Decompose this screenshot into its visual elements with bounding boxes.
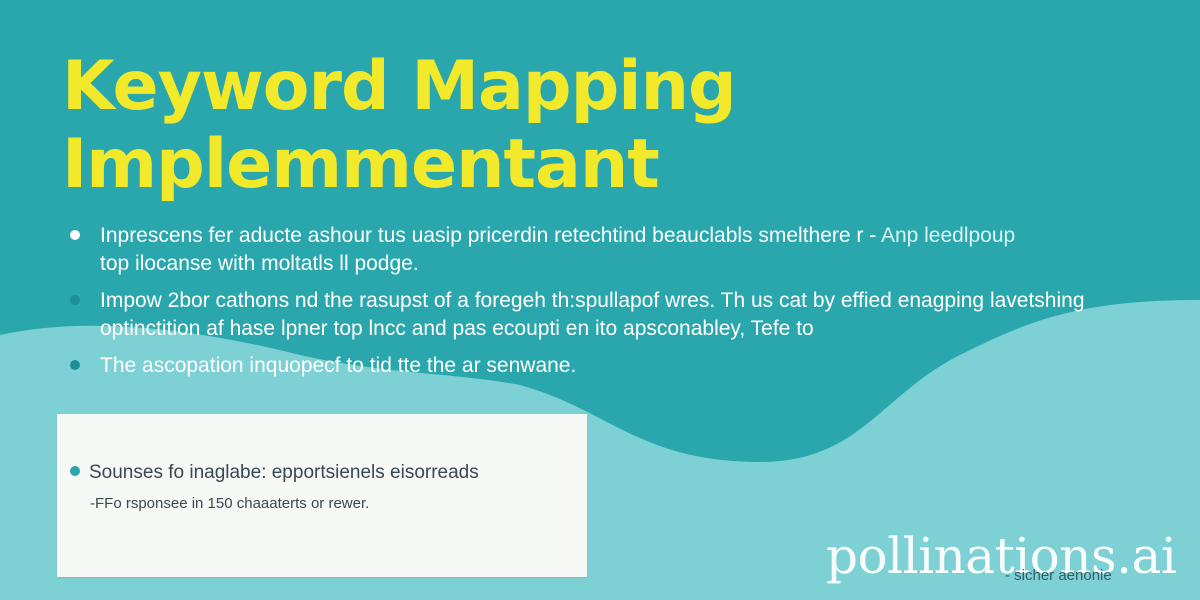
bullet-1-line-1: Inprescens fer aducte ashour tus uasip p…	[100, 222, 1080, 250]
card-bullet-dot-icon	[70, 466, 80, 476]
bullet-list: Inprescens fer aducte ashour tus uasip p…	[70, 222, 1085, 389]
bullet-1-text: Inprescens fer aducte ashour tus uasip p…	[100, 224, 877, 247]
bullet-1-line-2: top ilocanse with moltatls ll podge.	[100, 252, 419, 275]
bullet-2-line-1: Impow 2bor cathons nd the rasupst of a f…	[100, 289, 1085, 312]
card-list-item: Sounses fo inaglabe: epportsienels eisor…	[70, 462, 479, 484]
corner-note: - sicher aenonie	[1005, 567, 1112, 584]
watermark-logo: pollinations.ai	[826, 527, 1177, 585]
page-title: Keyword Mapping Implemmentant	[62, 47, 737, 204]
title-line-1: Keyword Mapping	[62, 47, 737, 126]
bullet-3-line-1: The ascopation inquopecf to tid tte the …	[100, 354, 577, 377]
bullet-dot-icon	[70, 295, 80, 305]
bullet-dot-icon	[70, 360, 80, 370]
card-item-text: Sounses fo inaglabe: epportsienels eisor…	[89, 462, 479, 483]
title-line-2: Implemmentant	[62, 125, 660, 204]
bullet-item-2: Impow 2bor cathons nd the rasupst of a f…	[70, 287, 1085, 343]
bullet-dot-icon	[70, 230, 80, 240]
bullet-1-tail: Anp leedlpoup	[880, 224, 1016, 247]
card-subtext: -FFo rsponsee in 150 chaaaterts or rewer…	[90, 495, 370, 512]
bullet-item-1: Inprescens fer aducte ashour tus uasip p…	[70, 222, 1080, 278]
bullet-item-3: The ascopation inquopecf to tid tte the …	[70, 352, 1080, 380]
bullet-2-line-2: optinctition af hase lpner top lncc and …	[100, 317, 814, 340]
info-card: Sounses fo inaglabe: epportsienels eisor…	[57, 414, 587, 577]
